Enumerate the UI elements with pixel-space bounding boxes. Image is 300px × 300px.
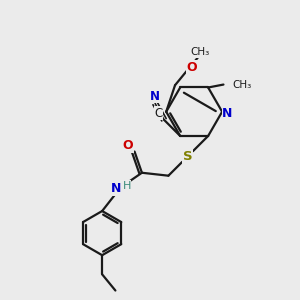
Text: S: S bbox=[183, 150, 192, 163]
Text: H: H bbox=[122, 181, 131, 191]
Text: O: O bbox=[187, 61, 197, 74]
Text: C: C bbox=[154, 107, 163, 120]
Text: O: O bbox=[123, 139, 134, 152]
Text: CH₃: CH₃ bbox=[190, 47, 210, 57]
Text: CH₃: CH₃ bbox=[232, 80, 251, 90]
Text: N: N bbox=[222, 107, 233, 120]
Text: N: N bbox=[111, 182, 121, 195]
Text: N: N bbox=[150, 90, 160, 103]
